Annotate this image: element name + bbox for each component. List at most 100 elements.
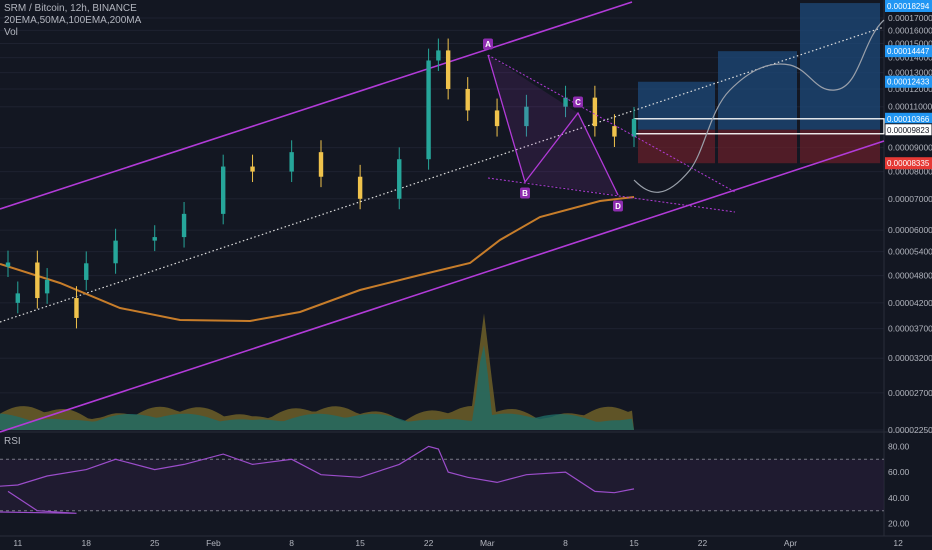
price-tick-label: 0.00015000 [888, 39, 932, 49]
pattern-point-label-c: C [575, 98, 581, 107]
price-tick-label: 0.00017000 [888, 13, 932, 23]
rsi-label[interactable]: RSI [4, 436, 21, 447]
indicator-list[interactable]: 20EMA,50MA,100EMA,200MA [4, 15, 142, 26]
candle-body [74, 298, 79, 318]
candle-body [445, 50, 451, 89]
price-tick-label: 0.00004200 [888, 298, 932, 308]
candle-body [612, 126, 617, 137]
candle-body [181, 213, 187, 238]
price-tag-bg [885, 112, 932, 125]
price-tick-label: 0.00003200 [888, 353, 932, 363]
time-tick-label: 8 [563, 538, 568, 548]
price-tick-label: 0.00004800 [888, 271, 932, 281]
price-tick-label: 0.00016000 [888, 25, 932, 35]
trade-zones [633, 3, 885, 164]
price-tick-label: 0.00013000 [888, 68, 932, 78]
volume-area-up [0, 345, 634, 430]
candle-body [563, 97, 568, 107]
price-tag-bg [884, 123, 932, 137]
price-tick-label: 0.00003700 [888, 324, 932, 334]
rsi-pane [0, 445, 884, 514]
pattern-point-d [613, 200, 623, 212]
price-tick-label: 0.00011000 [888, 102, 932, 112]
pattern-dotted-upper [487, 54, 736, 193]
rsi-tick-label: 40.00 [888, 493, 910, 503]
price-tick-label: 0.00006000 [888, 225, 932, 235]
time-tick-label: 25 [150, 538, 160, 548]
trend-drawings[interactable] [0, 1, 885, 433]
price-tick-label: 0.00007000 [888, 194, 932, 204]
price-tag-bg [885, 0, 932, 12]
pattern-point-c [573, 96, 583, 108]
target-zone-1 [638, 81, 715, 130]
price-tick-label: 0.00014000 [888, 53, 932, 63]
volume-area-fill [0, 313, 634, 430]
abcd-legs [487, 54, 619, 196]
pattern-point-label-b: B [522, 189, 528, 198]
candle-body [318, 152, 324, 177]
price-tag-label: 0.00012433 [887, 78, 930, 87]
price-tag-label: 0.00010366 [887, 115, 930, 124]
price-tag-label: 0.00014447 [887, 47, 930, 56]
price-tick-label: 0.00002250 [888, 425, 932, 435]
price-tag-label: 0.00009823 [887, 126, 930, 135]
pattern-point-b [520, 187, 530, 199]
time-tick-label: Feb [206, 538, 221, 548]
candle-body [15, 293, 20, 303]
candle-body [494, 110, 500, 127]
pattern-point-a [483, 38, 493, 50]
symbol-title[interactable]: SRM / Bitcoin, 12h, BINANCE [4, 3, 137, 14]
candle-body [357, 176, 363, 199]
candle-body [465, 88, 470, 111]
target-zone-3 [800, 3, 880, 130]
time-tick-label: 12 [893, 538, 903, 548]
candle-body [152, 237, 157, 241]
price-tick-label: 0.00005400 [888, 247, 932, 257]
candle-body [397, 159, 402, 199]
price-tick-label: 0.00009000 [888, 143, 932, 153]
time-tick-label: 22 [424, 538, 434, 548]
volume-label[interactable]: Vol [4, 27, 18, 38]
candle-body [35, 262, 40, 299]
projected-path [633, 19, 885, 193]
stop-zone-2 [718, 129, 797, 164]
moving-average-line [0, 196, 635, 323]
time-tick-label: 15 [629, 538, 639, 548]
volume-area [0, 313, 634, 430]
time-tick-label: Apr [784, 538, 797, 548]
candle-body [113, 240, 118, 264]
abc-triangle [488, 55, 578, 182]
candle-body [289, 152, 294, 172]
price-tag-label: 0.00008335 [887, 159, 930, 168]
time-tick-label: Mar [480, 538, 495, 548]
time-tick-label: 22 [698, 538, 708, 548]
pattern-point-label-d: D [615, 202, 621, 211]
price-tick-label: 0.00002700 [888, 388, 932, 398]
pattern-point-label-a: A [485, 40, 491, 49]
candles [5, 38, 637, 329]
candle-body [250, 166, 255, 172]
bcd-triangle [525, 113, 618, 195]
candle-body [84, 263, 89, 280]
price-tick-label: 0.00012000 [888, 84, 932, 94]
price-tag-bg [885, 45, 932, 58]
time-tick-label: 18 [82, 538, 92, 548]
stop-zone-1 [638, 129, 715, 164]
time-tick-label: 8 [289, 538, 294, 548]
abcd-pattern[interactable]: A B C D [483, 38, 736, 213]
candle-body [436, 50, 441, 61]
time-tick-label: 15 [355, 538, 365, 548]
rsi-tick-label: 80.00 [888, 441, 910, 451]
time-tick-label: 11 [13, 538, 22, 548]
candle-body [631, 118, 637, 137]
dotted-trendline [0, 26, 885, 323]
candle-body [44, 279, 50, 294]
price-tag-bg [885, 75, 932, 88]
candle-body [524, 106, 529, 127]
price-tag-bg [885, 157, 932, 170]
candle-body [5, 262, 11, 267]
rsi-tick-label: 60.00 [888, 467, 910, 477]
pattern-dotted-lower [487, 177, 736, 213]
